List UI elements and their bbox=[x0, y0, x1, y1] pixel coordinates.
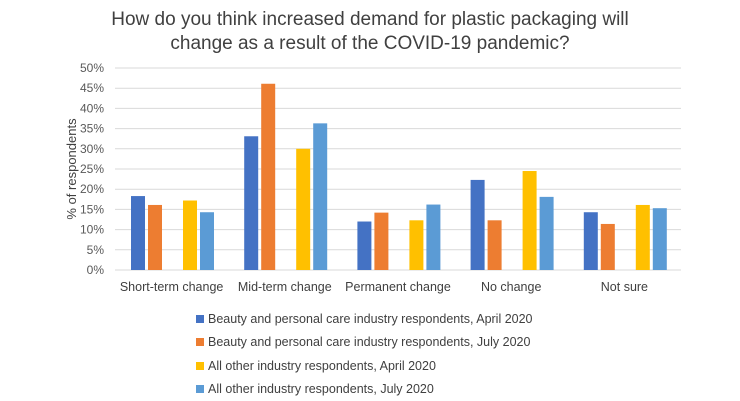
legend-swatch bbox=[196, 385, 204, 393]
bar bbox=[374, 213, 388, 270]
legend-item: All other industry respondents, July 202… bbox=[196, 378, 533, 401]
bar bbox=[653, 208, 667, 270]
legend-swatch bbox=[196, 362, 204, 370]
legend-item: Beauty and personal care industry respon… bbox=[196, 331, 533, 355]
y-tick-label: 5% bbox=[87, 243, 105, 257]
bar bbox=[584, 212, 598, 270]
y-tick-label: 35% bbox=[80, 122, 104, 136]
legend-item: Beauty and personal care industry respon… bbox=[196, 307, 533, 331]
bar bbox=[357, 222, 371, 270]
bar bbox=[131, 196, 145, 270]
legend-label: Beauty and personal care industry respon… bbox=[208, 335, 530, 349]
x-category-label: Mid-term change bbox=[238, 280, 332, 294]
bars bbox=[131, 84, 667, 270]
y-tick-label: 0% bbox=[87, 263, 105, 277]
bar bbox=[200, 212, 214, 270]
bar bbox=[313, 123, 327, 270]
legend-item: All other industry respondents, April 20… bbox=[196, 354, 533, 378]
y-axis-ticks: 0% 5% 10% 15% 20% 25% 30% 35% 40% 45% 50% bbox=[80, 61, 104, 277]
x-axis-categories: Short-term change Mid-term change Permanen… bbox=[120, 280, 648, 294]
bar bbox=[409, 220, 423, 270]
y-tick-label: 30% bbox=[80, 142, 104, 156]
x-category-label: Short-term change bbox=[120, 280, 224, 294]
y-axis-label: % of respondents bbox=[64, 118, 79, 220]
x-category-label: Not sure bbox=[601, 280, 648, 294]
legend-swatch bbox=[196, 315, 204, 323]
y-tick-label: 40% bbox=[80, 101, 104, 115]
bar bbox=[426, 205, 440, 270]
bar bbox=[488, 220, 502, 270]
bar bbox=[540, 197, 554, 270]
bar bbox=[471, 180, 485, 270]
legend-label: Beauty and personal care industry respon… bbox=[208, 312, 533, 326]
legend-swatch bbox=[196, 338, 204, 346]
x-category-label: No change bbox=[481, 280, 542, 294]
legend-label: All other industry respondents, April 20… bbox=[208, 359, 436, 373]
bar bbox=[523, 171, 537, 270]
y-tick-label: 50% bbox=[80, 61, 104, 75]
y-tick-label: 45% bbox=[80, 81, 104, 95]
bar bbox=[601, 224, 615, 270]
y-tick-label: 10% bbox=[80, 223, 104, 237]
bar bbox=[636, 205, 650, 270]
legend: Beauty and personal care industry respon… bbox=[196, 307, 533, 401]
bar bbox=[183, 201, 197, 270]
bar bbox=[148, 205, 162, 270]
y-tick-label: 20% bbox=[80, 182, 104, 196]
x-category-label: Permanent change bbox=[345, 280, 451, 294]
bar bbox=[261, 84, 275, 270]
y-tick-label: 25% bbox=[80, 162, 104, 176]
bar bbox=[244, 136, 258, 270]
bar bbox=[296, 149, 310, 270]
legend-label: All other industry respondents, July 202… bbox=[208, 382, 434, 396]
y-tick-label: 15% bbox=[80, 202, 104, 216]
